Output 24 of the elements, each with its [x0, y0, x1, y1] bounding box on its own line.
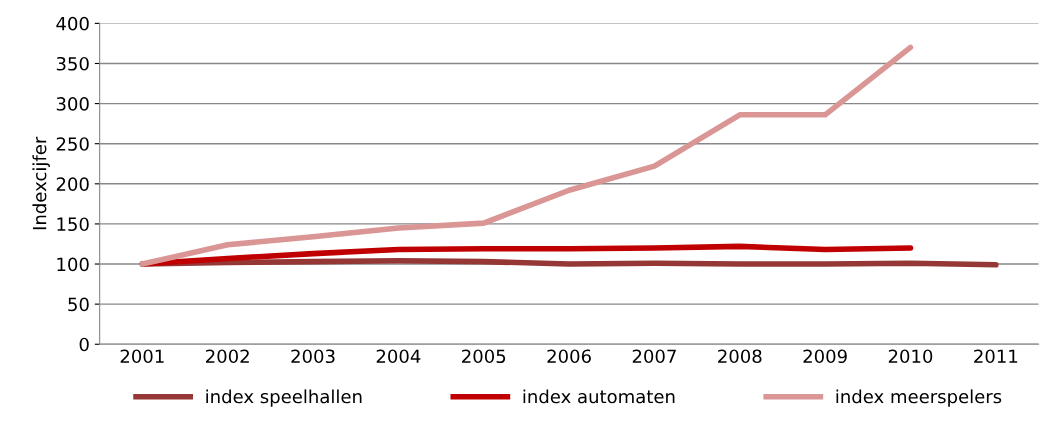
x-tick-label: 2005 — [462, 349, 506, 364]
x-tick-label: 2009 — [803, 349, 847, 364]
x-tick-label: 2006 — [547, 349, 591, 364]
x-tick-label: 2004 — [376, 349, 421, 364]
x-tick-label: 2003 — [291, 349, 335, 364]
y-tick-label: 0 — [79, 337, 89, 352]
y-tick-label: 350 — [56, 56, 89, 71]
legend-label: index speelhallen — [206, 389, 362, 407]
legend-label: index automaten — [523, 389, 675, 404]
y-tick-label: 300 — [56, 97, 89, 111]
y-tick-label: 250 — [56, 137, 89, 151]
y-tick-label: 50 — [68, 297, 89, 312]
x-tick-label: 2010 — [888, 349, 933, 364]
y-tick-label: 200 — [56, 177, 89, 191]
y-tick-label: 100 — [57, 257, 89, 272]
legend-label: index meerspelers — [836, 389, 1002, 407]
y-axis-title: Indexcijfer — [32, 136, 50, 230]
y-tick-label: 400 — [56, 16, 89, 31]
x-tick-label: 2001 — [120, 349, 164, 364]
x-tick-label: 2007 — [632, 349, 676, 364]
x-tick-label: 2002 — [206, 349, 249, 364]
x-tick-label: 2008 — [718, 349, 762, 364]
y-tick-label: 150 — [57, 217, 89, 232]
x-tick-label: 2011 — [974, 349, 1018, 364]
